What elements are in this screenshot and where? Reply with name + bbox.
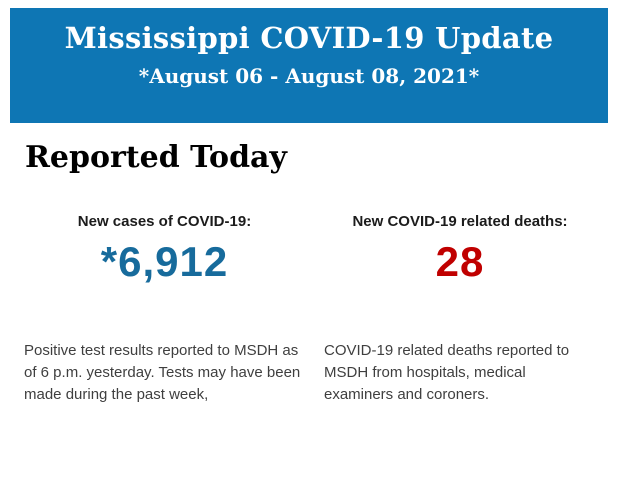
- desc-col-cases: Positive test results reported to MSDH a…: [24, 340, 306, 406]
- stat-cases-value: *6,912: [100, 238, 229, 285]
- page: { "banner": { "title": "Mississippi COVI…: [0, 8, 620, 491]
- stat-deaths-description: COVID-19 related deaths reported to MSDH…: [323, 342, 570, 403]
- stat-card-deaths: New COVID-19 related deaths: 28: [325, 213, 595, 285]
- desc-col-deaths: COVID-19 related deaths reported to MSDH…: [324, 340, 595, 406]
- descriptions-row: Positive test results reported to MSDH a…: [24, 340, 595, 406]
- banner-title: Mississippi COVID-19 Update: [64, 21, 554, 55]
- stat-cases-label: New cases of COVID-19:: [77, 213, 252, 230]
- stat-card-cases: New cases of COVID-19: *6,912: [24, 213, 305, 285]
- stats-row: New cases of COVID-19: *6,912 New COVID-…: [24, 213, 595, 285]
- stat-cases-description: Positive test results reported to MSDH a…: [24, 342, 301, 403]
- stat-deaths-value: 28: [435, 238, 485, 285]
- banner-header: Mississippi COVID-19 Update *August 06 -…: [10, 8, 608, 123]
- page-title: Reported Today: [25, 140, 287, 175]
- stat-deaths-label: New COVID-19 related deaths:: [352, 213, 568, 230]
- content-area: Reported Today New cases of COVID-19: *6…: [0, 140, 620, 406]
- banner-subtitle: *August 06 - August 08, 2021*: [138, 64, 480, 88]
